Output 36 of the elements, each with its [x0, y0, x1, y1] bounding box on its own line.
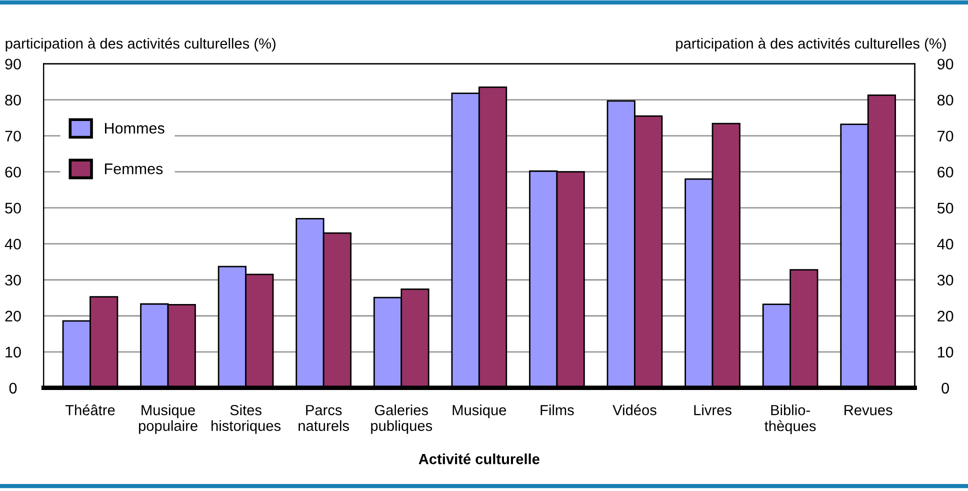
y-tick-label: 60	[5, 166, 21, 178]
x-tick-label: Vidéos	[612, 404, 656, 416]
x-tick-label: Sites historiques	[212, 404, 281, 434]
legend-label: Hommes	[105, 122, 164, 134]
y2-tick-label: 90	[938, 58, 954, 70]
y2-tick-label: 20	[938, 310, 954, 322]
y2-tick-label: 80	[937, 94, 954, 106]
y2-tick-label: 10	[938, 346, 954, 358]
legend-label: Femmes	[105, 164, 163, 174]
x-tick-label: Musique	[452, 404, 506, 418]
x-tick-label: Livres	[694, 404, 732, 416]
x-tick-label: Théâtre	[65, 404, 115, 416]
x-tick-label: Biblio- thèques	[764, 404, 816, 434]
y-tick-label: 90	[5, 58, 21, 70]
y2-axis-title: participation à des activités culturelles (%)	[676, 38, 946, 52]
y2-tick-label: 0	[942, 382, 949, 394]
x-tick-label: Parcs naturels	[298, 405, 350, 431]
y2-tick-label: 30	[937, 274, 954, 286]
x-axis-title: Activité culturelle	[418, 453, 540, 464]
y-tick-label: 80	[5, 94, 21, 106]
y-tick-label: 40	[4, 238, 21, 250]
x-tick-label: Musique populaire	[138, 404, 198, 434]
x-tick-label: Revues	[844, 405, 892, 416]
y-tick-label: 70	[5, 130, 21, 142]
y-tick-label: 0	[9, 382, 17, 394]
y-tick-label: 50	[5, 202, 21, 214]
y2-tick-label: 50	[937, 202, 954, 214]
y-axis-title: participation à des activités culturelles (%)	[6, 38, 276, 52]
y-tick-label: 10	[6, 346, 21, 358]
y-tick-label: 20	[5, 310, 21, 322]
y2-tick-label: 70	[938, 130, 954, 142]
y2-tick-label: 40	[937, 238, 954, 250]
y2-tick-label: 60	[938, 166, 954, 178]
y-tick-label: 30	[5, 274, 21, 286]
x-tick-label: Films	[540, 404, 574, 416]
x-tick-label: Galeries publiques	[371, 404, 432, 434]
